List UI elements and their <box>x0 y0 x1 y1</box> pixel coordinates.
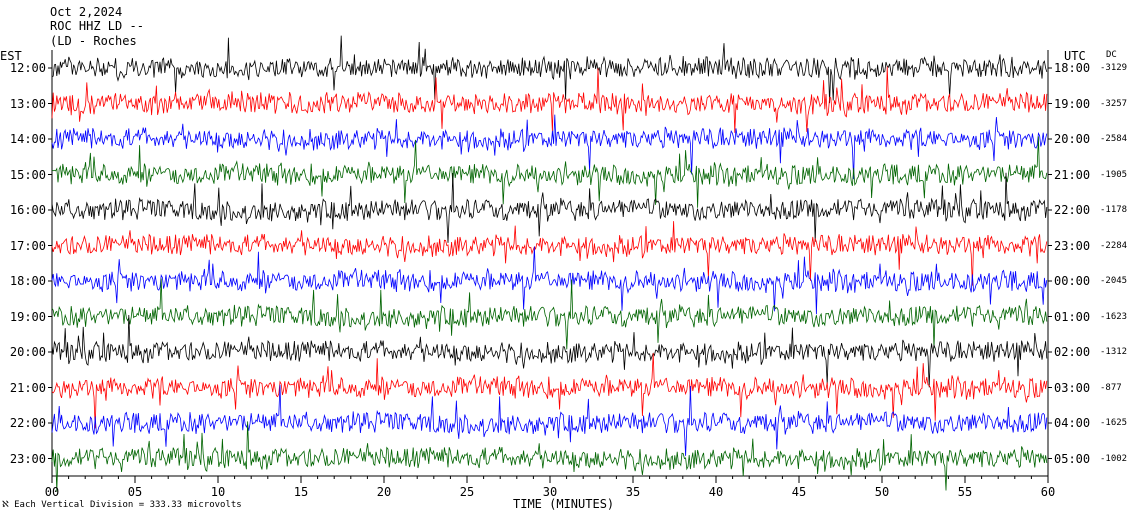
est-hour-label: 20:00 <box>9 345 46 359</box>
est-hour-label: 21:00 <box>9 380 46 395</box>
utc-hour-label: 18:00 <box>1054 61 1091 75</box>
trace-line-1300 <box>51 66 1048 133</box>
scale-footnote: ℵ Each Vertical Division = 333.33 microv… <box>2 500 242 510</box>
x-tick-label: 35 <box>625 485 641 499</box>
x-tick-label: 20 <box>376 485 392 499</box>
utc-hour-label: 22:00 <box>1054 203 1091 217</box>
x-tick-label: 55 <box>957 485 973 499</box>
x-tick-label: 00 <box>44 485 60 499</box>
trace-line-2100 <box>51 352 1048 429</box>
dc-offset-label: -1002 <box>1100 453 1128 464</box>
est-hour-label: 18:00 <box>9 274 46 288</box>
utc-hour-label: 04:00 <box>1054 416 1091 430</box>
est-hour-label: 17:00 <box>9 238 46 253</box>
dc-offset-label: -1625 <box>1100 418 1128 428</box>
x-tick-label: 45 <box>791 485 807 499</box>
trace-line-1500 <box>51 136 1048 208</box>
dc-label: DC <box>1106 50 1117 60</box>
x-tick-label: 05 <box>127 485 143 499</box>
x-tick-label: 10 <box>210 485 226 499</box>
dc-offset-label: -1312 <box>1100 347 1128 357</box>
dc-offset-label: -2284 <box>1100 240 1128 251</box>
scale-icon: ℵ <box>2 500 15 510</box>
est-hour-label: 13:00 <box>9 96 46 111</box>
dc-offset-label: -1623 <box>1100 311 1128 322</box>
trace-line-1200 <box>51 35 1048 104</box>
est-label: EST <box>0 49 22 63</box>
utc-hour-label: 01:00 <box>1054 309 1091 324</box>
scale-text: Each Vertical Division = 333.33 microvol… <box>14 500 242 510</box>
utc-hour-label: 21:00 <box>1054 167 1091 182</box>
trace-line-2200 <box>51 384 1048 456</box>
dc-offset-label: -877 <box>1100 382 1122 393</box>
x-axis-title: TIME (MINUTES) <box>513 497 615 511</box>
est-hour-label: 16:00 <box>9 203 46 217</box>
trace-line-1400 <box>51 114 1048 180</box>
utc-hour-label: 20:00 <box>1054 132 1091 146</box>
x-tick-label: 15 <box>293 485 309 499</box>
est-hour-label: 15:00 <box>9 167 46 182</box>
trace-line-2000 <box>51 314 1048 388</box>
utc-hour-label: 00:00 <box>1054 274 1091 288</box>
est-hour-label: 22:00 <box>9 416 46 430</box>
utc-hour-label: 05:00 <box>1054 451 1091 466</box>
x-tick-label: 60 <box>1040 485 1056 499</box>
dc-offset-label: -3257 <box>1100 98 1128 109</box>
date-label: Oct 2,2024 <box>50 5 123 19</box>
trace-line-1700 <box>51 221 1048 286</box>
est-hour-label: 14:00 <box>9 132 46 146</box>
dc-offset-label: -1178 <box>1100 205 1128 215</box>
trace-line-1900 <box>51 278 1048 350</box>
dc-offset-label: -2584 <box>1100 134 1128 144</box>
utc-hour-label: 19:00 <box>1054 96 1091 111</box>
trace-line-1600 <box>51 172 1048 243</box>
dc-offset-label: -3129 <box>1100 63 1128 73</box>
est-hour-label: 23:00 <box>9 451 46 466</box>
x-tick-label: 40 <box>708 485 724 499</box>
trace-line-2300 <box>51 421 1048 492</box>
trace-line-1800 <box>51 246 1048 315</box>
est-hour-label: 19:00 <box>9 309 46 324</box>
x-tick-label: 25 <box>459 485 475 499</box>
utc-hour-label: 02:00 <box>1054 345 1091 359</box>
utc-label: UTC <box>1064 49 1086 63</box>
utc-hour-label: 03:00 <box>1054 380 1091 395</box>
dc-offset-label: -2045 <box>1100 276 1128 286</box>
x-tick-label: 50 <box>874 485 890 499</box>
est-hour-label: 12:00 <box>9 61 46 75</box>
location-label: (LD - Roches <box>50 34 137 48</box>
dc-offset-label: -1905 <box>1100 169 1128 180</box>
utc-hour-label: 23:00 <box>1054 238 1091 253</box>
station-label: ROC HHZ LD -- <box>50 19 144 33</box>
x-tick-label: 30 <box>542 485 558 499</box>
